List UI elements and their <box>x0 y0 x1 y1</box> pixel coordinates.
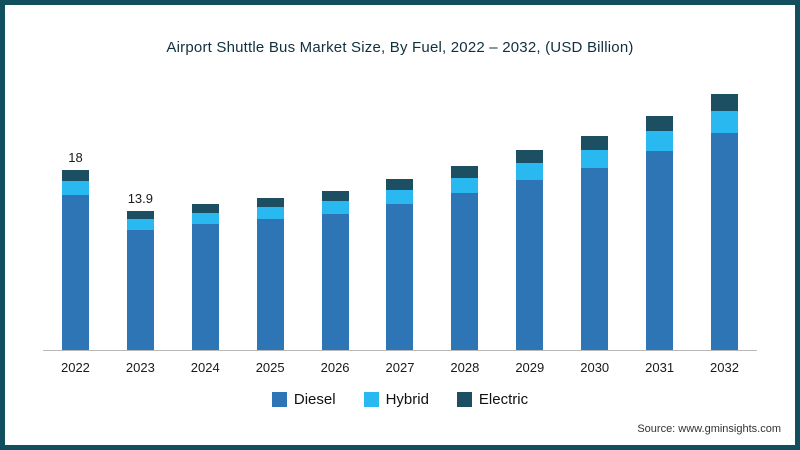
bar-segment-hybrid <box>711 111 739 133</box>
bar-stack <box>386 179 414 350</box>
bar-segment-electric <box>646 116 674 131</box>
legend-item-diesel: Diesel <box>271 391 336 408</box>
bar-stack <box>646 116 674 350</box>
bar-stack <box>516 150 544 350</box>
legend-item-electric: Electric <box>456 391 529 408</box>
bar-stack <box>256 198 284 350</box>
x-axis-label-2028: 2028 <box>450 360 480 375</box>
bar-value-label: 13.9 <box>127 191 154 206</box>
x-axis-label-2031: 2031 <box>645 360 675 375</box>
bar-stack <box>61 170 89 350</box>
bar-column-2032 <box>692 94 757 350</box>
bar-value-label: 18 <box>68 150 83 165</box>
bar-segment-diesel <box>321 214 349 350</box>
bar-stack <box>581 136 609 350</box>
bar-column-2029 <box>497 150 562 350</box>
legend-swatch-icon <box>363 392 379 407</box>
bar-segment-electric <box>581 136 609 150</box>
bar-segment-electric <box>451 166 479 178</box>
legend-swatch-icon <box>456 392 472 407</box>
bar-column-2024 <box>173 204 238 350</box>
bar-column-2022: 18 <box>43 150 108 350</box>
bar-segment-electric <box>191 204 219 213</box>
bar-segment-hybrid <box>61 181 89 195</box>
x-axis-label-2023: 2023 <box>125 360 155 375</box>
bar-segment-hybrid <box>191 213 219 224</box>
bar-segment-diesel <box>126 230 154 350</box>
bar-segment-hybrid <box>516 163 544 180</box>
bar-segment-electric <box>126 211 154 219</box>
x-axis-label-2029: 2029 <box>515 360 545 375</box>
x-axis-label-2022: 2022 <box>60 360 90 375</box>
bar-column-2027 <box>368 179 433 350</box>
source-attribution: Source: www.gminsights.com <box>637 423 781 435</box>
bar-segment-diesel <box>516 180 544 350</box>
bar-segment-hybrid <box>451 178 479 193</box>
bar-segment-electric <box>61 170 89 181</box>
bar-segment-diesel <box>646 151 674 350</box>
bar-segment-hybrid <box>581 150 609 168</box>
x-axis-label-2024: 2024 <box>190 360 220 375</box>
bar-column-2030 <box>562 136 627 350</box>
bar-segment-diesel <box>61 195 89 350</box>
chart-area: 18 13.9 2022 2023 2024 2025 2026 2027 2028 2029 2… <box>43 56 757 375</box>
legend: Diesel Hybrid Electric <box>5 391 795 408</box>
bar-column-2026 <box>303 191 368 350</box>
bar-stack <box>191 204 219 350</box>
bar-segment-electric <box>256 198 284 207</box>
bar-segment-diesel <box>581 168 609 350</box>
legend-label: Diesel <box>293 391 336 408</box>
bar-segment-electric <box>386 179 414 190</box>
bar-column-2025 <box>238 198 303 350</box>
bar-segment-diesel <box>256 219 284 350</box>
bar-segment-hybrid <box>386 190 414 204</box>
x-axis-label-2026: 2026 <box>320 360 350 375</box>
bar-column-2023: 13.9 <box>108 191 173 350</box>
bar-segment-electric <box>321 191 349 201</box>
bar-segment-hybrid <box>256 207 284 219</box>
bar-column-2031 <box>627 116 692 350</box>
bar-column-2028 <box>432 166 497 350</box>
x-axis-label-2030: 2030 <box>580 360 610 375</box>
bar-segment-diesel <box>386 204 414 350</box>
bar-segment-hybrid <box>646 131 674 151</box>
legend-item-hybrid: Hybrid <box>363 391 429 408</box>
bar-segment-diesel <box>451 193 479 350</box>
bar-segment-electric <box>711 94 739 111</box>
legend-label: Hybrid <box>385 391 429 408</box>
bar-segment-hybrid <box>126 219 154 230</box>
x-axis-label-2027: 2027 <box>385 360 415 375</box>
bar-segment-diesel <box>191 224 219 350</box>
bar-stack <box>711 94 739 350</box>
bar-stack <box>451 166 479 350</box>
bar-stack <box>126 211 154 350</box>
chart-title: Airport Shuttle Bus Market Size, By Fuel… <box>166 39 634 56</box>
legend-label: Electric <box>478 391 529 408</box>
bar-stack <box>321 191 349 350</box>
legend-swatch-icon <box>271 392 287 407</box>
x-axis-label-2025: 2025 <box>255 360 285 375</box>
x-axis: 2022 2023 2024 2025 2026 2027 2028 2029 2030 2031… <box>43 350 757 375</box>
x-axis-label-2032: 2032 <box>710 360 739 375</box>
bar-segment-electric <box>516 150 544 163</box>
bar-segment-diesel <box>711 133 739 350</box>
bar-segment-hybrid <box>321 201 349 214</box>
plot-area: 18 13.9 <box>43 82 757 350</box>
